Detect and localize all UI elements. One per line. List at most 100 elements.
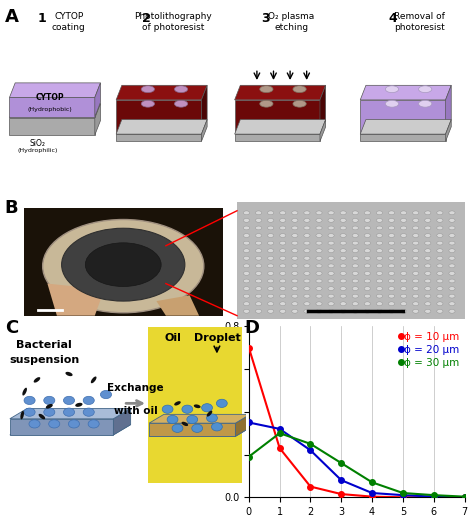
Ellipse shape: [292, 211, 298, 214]
Ellipse shape: [376, 241, 383, 245]
Ellipse shape: [29, 420, 40, 428]
Ellipse shape: [260, 100, 273, 107]
Polygon shape: [10, 419, 113, 435]
ϕ = 30 μm: [338, 460, 344, 466]
Bar: [237, 202, 465, 319]
Ellipse shape: [141, 100, 155, 107]
Ellipse shape: [162, 405, 173, 413]
Ellipse shape: [328, 234, 334, 237]
Polygon shape: [201, 120, 207, 141]
Ellipse shape: [364, 226, 371, 230]
Ellipse shape: [83, 408, 94, 416]
Ellipse shape: [352, 211, 358, 214]
Ellipse shape: [412, 286, 419, 291]
Ellipse shape: [174, 401, 181, 406]
Polygon shape: [116, 85, 207, 100]
Ellipse shape: [187, 415, 198, 424]
Ellipse shape: [425, 256, 431, 260]
Ellipse shape: [412, 226, 419, 230]
Text: Exchange: Exchange: [107, 383, 164, 393]
Ellipse shape: [352, 309, 358, 313]
ϕ = 30 μm: [369, 479, 375, 485]
Ellipse shape: [425, 271, 431, 275]
Ellipse shape: [260, 86, 273, 93]
Ellipse shape: [83, 396, 94, 405]
Ellipse shape: [385, 86, 399, 93]
Ellipse shape: [376, 256, 383, 260]
Ellipse shape: [255, 249, 262, 253]
Ellipse shape: [328, 264, 334, 268]
Ellipse shape: [267, 234, 274, 237]
ϕ = 10 μm: [400, 494, 406, 500]
Ellipse shape: [64, 396, 74, 405]
Ellipse shape: [174, 86, 188, 93]
Polygon shape: [201, 85, 207, 134]
Polygon shape: [9, 118, 95, 135]
Ellipse shape: [340, 226, 346, 230]
Polygon shape: [360, 85, 451, 100]
Ellipse shape: [388, 302, 395, 306]
Ellipse shape: [364, 286, 371, 291]
Ellipse shape: [304, 309, 310, 313]
Ellipse shape: [425, 226, 431, 230]
ϕ = 30 μm: [431, 492, 437, 498]
Ellipse shape: [75, 403, 82, 407]
Ellipse shape: [352, 234, 358, 237]
Ellipse shape: [412, 302, 419, 306]
Polygon shape: [446, 120, 451, 141]
Ellipse shape: [328, 286, 334, 291]
Ellipse shape: [267, 309, 274, 313]
Line: ϕ = 10 μm: ϕ = 10 μm: [246, 345, 467, 500]
Ellipse shape: [388, 294, 395, 298]
Ellipse shape: [401, 264, 407, 268]
Polygon shape: [10, 425, 131, 435]
Ellipse shape: [88, 420, 99, 428]
Ellipse shape: [244, 309, 250, 313]
Ellipse shape: [267, 219, 274, 222]
Polygon shape: [149, 414, 250, 423]
Ellipse shape: [449, 279, 455, 283]
Ellipse shape: [304, 249, 310, 253]
Ellipse shape: [364, 294, 371, 298]
Ellipse shape: [304, 211, 310, 214]
Ellipse shape: [316, 241, 322, 245]
Ellipse shape: [376, 279, 383, 283]
Ellipse shape: [449, 241, 455, 245]
Ellipse shape: [437, 226, 443, 230]
Text: Bacterial: Bacterial: [17, 340, 72, 350]
Polygon shape: [116, 134, 201, 141]
Text: Removal of
photoresist: Removal of photoresist: [394, 12, 445, 32]
Ellipse shape: [304, 294, 310, 298]
Ellipse shape: [425, 302, 431, 306]
Ellipse shape: [340, 279, 346, 283]
Ellipse shape: [437, 286, 443, 291]
Ellipse shape: [352, 264, 358, 268]
Ellipse shape: [267, 286, 274, 291]
Ellipse shape: [267, 241, 274, 245]
Ellipse shape: [328, 211, 334, 214]
Ellipse shape: [304, 241, 310, 245]
ϕ = 20 μm: [400, 492, 406, 498]
Ellipse shape: [244, 271, 250, 275]
Ellipse shape: [316, 219, 322, 222]
Ellipse shape: [172, 424, 183, 433]
ϕ = 20 μm: [308, 447, 313, 453]
Ellipse shape: [376, 309, 383, 313]
Ellipse shape: [449, 271, 455, 275]
Ellipse shape: [244, 294, 250, 298]
Ellipse shape: [280, 234, 286, 237]
Ellipse shape: [388, 309, 395, 313]
Ellipse shape: [280, 211, 286, 214]
Ellipse shape: [352, 294, 358, 298]
Ellipse shape: [34, 377, 40, 383]
Ellipse shape: [316, 309, 322, 313]
Ellipse shape: [388, 271, 395, 275]
Ellipse shape: [364, 241, 371, 245]
Ellipse shape: [376, 211, 383, 214]
ϕ = 20 μm: [369, 490, 375, 496]
Ellipse shape: [449, 219, 455, 222]
Ellipse shape: [364, 234, 371, 237]
Ellipse shape: [425, 309, 431, 313]
Ellipse shape: [449, 264, 455, 268]
Polygon shape: [235, 100, 320, 134]
